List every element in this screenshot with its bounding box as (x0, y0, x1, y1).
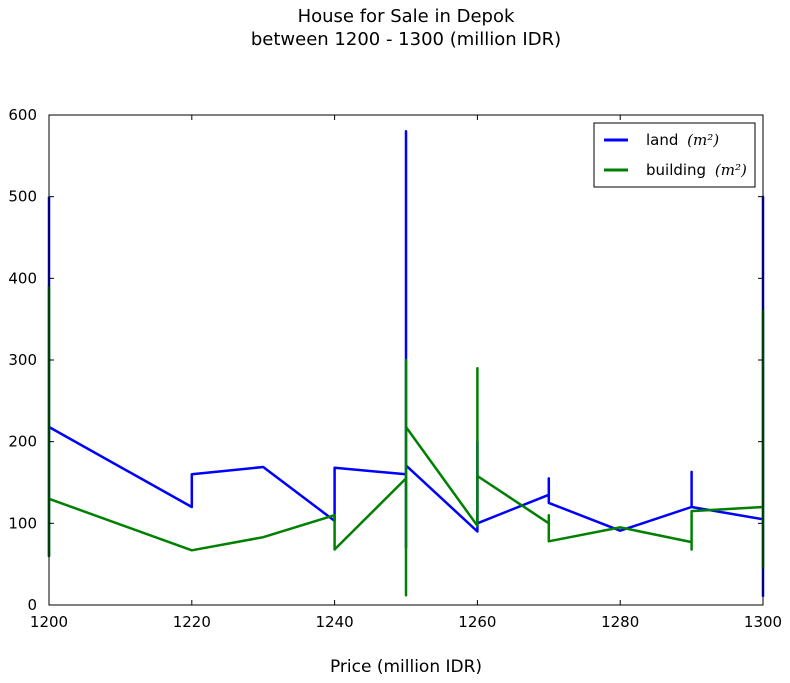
legend-unit-land: (m²) (687, 131, 719, 149)
series-lines (47, 130, 765, 597)
legend: land (m²) building (m²) (593, 122, 756, 188)
legend-name-land: land (646, 131, 678, 149)
y-tick-label: 300 (8, 351, 37, 369)
axis-ticks: 1200 1220 1240 1260 1280 1300 0 100 200 300 400 500… (8, 106, 782, 631)
legend-unit-building: (m²) (715, 161, 747, 179)
y-tick-label: 400 (8, 269, 37, 287)
x-tick-label: 1200 (30, 613, 68, 631)
y-tick-label: 100 (8, 514, 37, 532)
x-tick-label: 1260 (458, 613, 496, 631)
series-line-land (47, 130, 765, 597)
x-tick-label: 1300 (744, 613, 782, 631)
x-tick-label: 1220 (173, 613, 211, 631)
legend-label-land: land (m²) (646, 131, 719, 149)
legend-name-building: building (646, 161, 706, 179)
legend-label-building: building (m²) (646, 161, 747, 179)
y-tick-label: 200 (8, 433, 37, 451)
chart-title: House for Sale in Depok (298, 6, 515, 27)
chart-subtitle: between 1200 - 1300 (million IDR) (251, 29, 561, 50)
y-tick-label: 0 (27, 596, 37, 614)
x-axis-label: Price (million IDR) (330, 657, 482, 677)
y-tick-label: 600 (8, 106, 37, 124)
x-tick-label: 1280 (601, 613, 639, 631)
series-line-building (47, 286, 765, 597)
x-tick-label: 1240 (316, 613, 354, 631)
legend-box (593, 122, 756, 188)
y-tick-label: 500 (8, 188, 37, 206)
